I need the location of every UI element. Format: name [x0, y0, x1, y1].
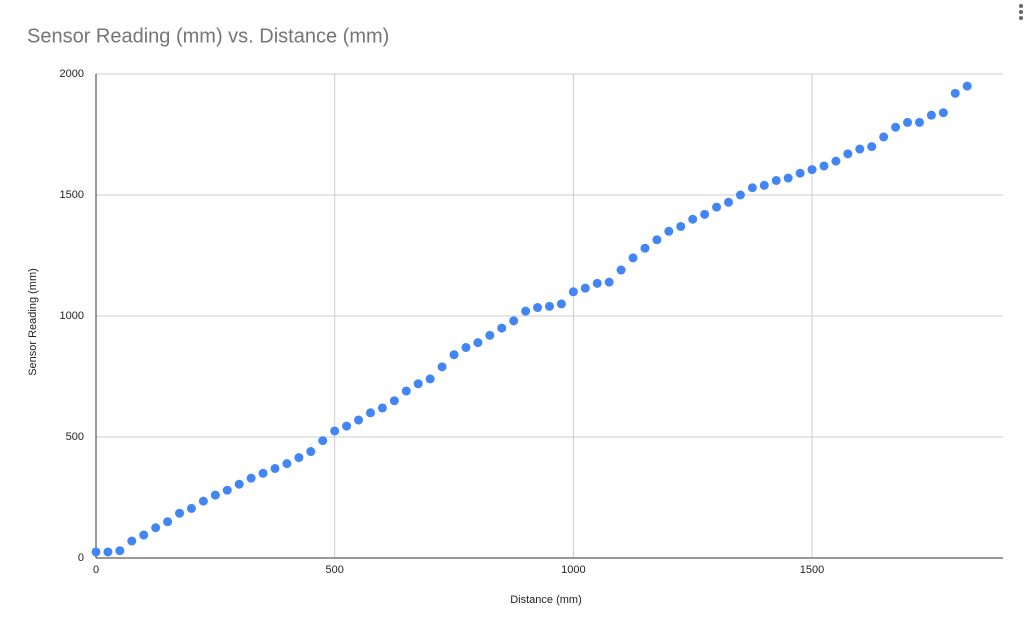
point: [926, 110, 936, 120]
point: [449, 350, 459, 360]
point: [771, 175, 781, 185]
point: [401, 386, 411, 396]
y-tick-label: 2000: [60, 68, 84, 80]
y-tick-label: 1500: [60, 189, 84, 201]
point: [461, 342, 471, 352]
point: [521, 306, 531, 316]
point: [115, 546, 125, 556]
y-tick-label: 500: [66, 431, 84, 443]
point: [688, 214, 698, 224]
point: [258, 468, 268, 478]
point: [962, 81, 972, 91]
point: [186, 503, 196, 513]
x-tick-label: 500: [326, 564, 344, 576]
x-tick-label: 1000: [561, 564, 585, 576]
point: [234, 479, 244, 489]
point: [210, 490, 220, 500]
point: [592, 278, 602, 288]
point: [413, 379, 423, 389]
point: [485, 330, 495, 340]
y-axis-label: Sensor Reading (mm): [27, 268, 39, 376]
point: [545, 301, 554, 311]
point: [103, 547, 113, 557]
point: [556, 299, 566, 309]
point: [759, 180, 769, 190]
point: [580, 283, 590, 293]
point: [700, 209, 710, 219]
point: [163, 517, 173, 527]
point: [604, 277, 614, 287]
point: [903, 117, 913, 127]
point: [843, 149, 853, 159]
point: [139, 530, 149, 540]
point: [568, 287, 578, 297]
point: [282, 459, 292, 469]
point: [389, 396, 399, 406]
point: [914, 117, 924, 127]
point: [127, 536, 137, 546]
point: [712, 202, 722, 212]
point: [735, 190, 745, 200]
point: [664, 226, 674, 236]
point: [616, 265, 626, 275]
point: [377, 403, 387, 413]
point: [437, 362, 447, 372]
menu-icon[interactable]: [1019, 4, 1023, 20]
y-tick-label: 0: [78, 552, 84, 564]
point: [354, 415, 364, 425]
point: [365, 408, 375, 418]
point: [652, 235, 662, 245]
point: [497, 323, 507, 333]
point: [318, 436, 328, 446]
point: [724, 197, 734, 207]
point: [222, 485, 232, 495]
chart-title: Sensor Reading (mm) vs. Distance (mm): [27, 25, 389, 47]
point: [91, 547, 101, 557]
point: [795, 168, 805, 178]
point: [175, 508, 185, 518]
point: [509, 316, 519, 326]
point: [270, 463, 280, 473]
point: [294, 453, 304, 463]
point: [676, 221, 686, 231]
x-tick-label: 1500: [800, 564, 824, 576]
point: [938, 108, 948, 118]
y-tick-label: 1000: [60, 310, 84, 322]
point: [783, 173, 793, 183]
point: [640, 243, 650, 253]
point: [246, 473, 256, 483]
point: [891, 122, 901, 132]
point: [747, 183, 757, 193]
point: [867, 142, 877, 152]
point: [425, 374, 435, 384]
point: [628, 253, 638, 263]
x-tick-label: 0: [93, 564, 99, 576]
point: [831, 156, 841, 166]
point: [533, 303, 543, 313]
point: [306, 447, 316, 457]
point: [342, 421, 352, 431]
point: [807, 165, 817, 175]
point: [819, 161, 829, 171]
point: [198, 496, 208, 506]
x-axis-label: Distance (mm): [510, 594, 582, 606]
point: [473, 338, 483, 348]
point: [950, 88, 960, 98]
point: [151, 523, 161, 533]
point: [855, 144, 865, 154]
point: [879, 132, 889, 142]
point: [330, 426, 340, 436]
